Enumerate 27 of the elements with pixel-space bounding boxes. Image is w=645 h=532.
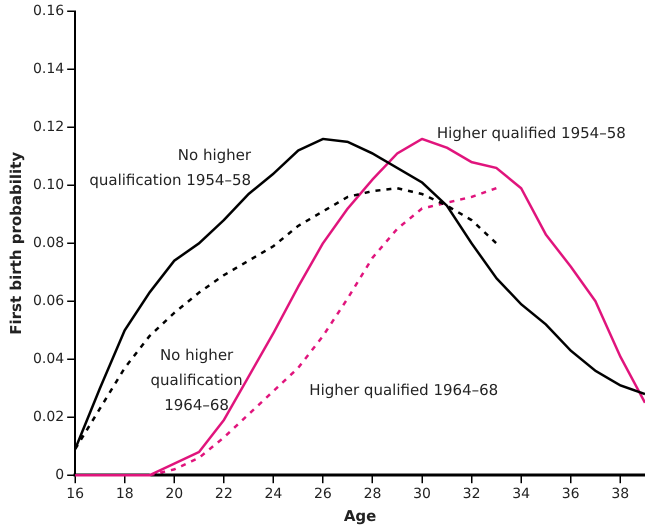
x-tick-label: 16 <box>66 486 84 502</box>
x-tick-label: 24 <box>264 486 282 502</box>
y-tick-label: 0.06 <box>33 292 64 309</box>
x-tick-label: 34 <box>512 486 530 502</box>
x-tick-label: 32 <box>462 486 480 502</box>
x-tick-label: 36 <box>562 486 580 502</box>
y-tick-label: 0.16 <box>33 3 64 20</box>
y-tick-label: 0.14 <box>33 61 64 78</box>
y-tick-label: 0.04 <box>33 350 64 367</box>
series-label: Higher qualified 1964–68 <box>309 381 498 400</box>
y-tick-label: 0.10 <box>33 176 64 193</box>
x-tick-label: 18 <box>116 486 134 502</box>
series-label: No higher qualification 1954–58 <box>89 146 252 190</box>
x-tick-label: 20 <box>165 486 184 502</box>
x-tick-label: 28 <box>364 486 382 502</box>
x-tick-label: 26 <box>314 486 332 502</box>
series-label: No higher qualification 1964–68 <box>150 346 243 414</box>
y-tick-label: 0.12 <box>33 118 64 135</box>
x-axis-title: Age <box>344 506 376 525</box>
series-label: Higher qualified 1954–58 <box>436 124 626 142</box>
y-tick-label: 0 <box>55 466 64 483</box>
x-tick-label: 38 <box>611 486 630 502</box>
y-tick-label: 0.08 <box>33 234 64 251</box>
y-tick-label: 0.02 <box>33 408 64 425</box>
x-tick-label: 22 <box>214 486 233 502</box>
x-tick-label: 30 <box>413 486 431 502</box>
y-axis-title: First birth probability <box>6 152 25 335</box>
